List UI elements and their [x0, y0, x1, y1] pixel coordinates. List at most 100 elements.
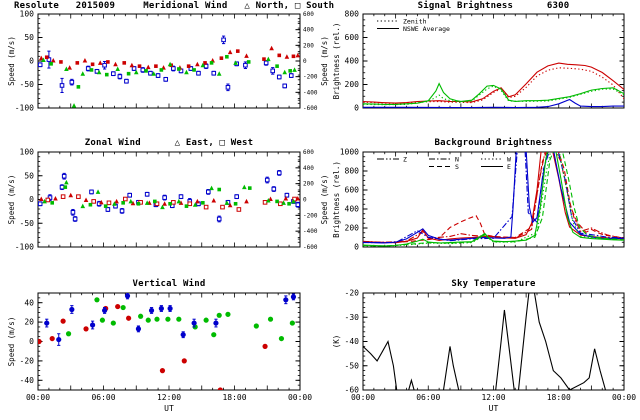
panel-3: 1000 800 600 400 200 0 Brightness (rel.) Z NS WE — [332, 148, 625, 252]
y2-tick-label: 0 — [303, 197, 307, 204]
plot-frame — [37, 13, 301, 109]
series-meridional-green-north — [41, 56, 297, 108]
series-signal-red-average — [363, 62, 624, 104]
y-tick-label: 600 — [345, 186, 360, 195]
y-tick-label: -40 — [20, 376, 35, 385]
y-tick-label: 20 — [24, 318, 34, 327]
panel-title-vertical-wind: Vertical Wind — [132, 279, 206, 289]
x-tick-label: 12:00 — [481, 393, 505, 402]
y2-tick-label: -600 — [303, 244, 318, 251]
y2-tick-label: 600 — [303, 11, 314, 18]
y-tick-label: 400 — [345, 57, 360, 66]
y2-tick-label: 200 — [303, 42, 314, 49]
y-tick-label: 600 — [345, 33, 360, 42]
y-tick-label: 0 — [354, 243, 359, 252]
series-meridional-blue — [38, 35, 294, 93]
panel-title-sky-temperature: Sky Temperature — [451, 279, 536, 289]
plot-frame — [362, 292, 625, 391]
y-tick-label: 800 — [345, 167, 360, 176]
legend-label: N — [455, 156, 459, 164]
legend-label: Z — [403, 156, 407, 164]
x-tick-label: 00:00 — [612, 393, 636, 402]
y2-tick-label: 400 — [303, 27, 314, 34]
plot-frame — [37, 151, 301, 248]
y2-tick-label: 400 — [303, 165, 314, 172]
panel-title-zonal-wind: Zonal Wind △ East, □ West — [84, 138, 254, 148]
y2-tick-label: -200 — [303, 212, 318, 219]
y-tick-label: -40 — [345, 337, 360, 346]
panel-1: 800 600 400 200 0 Brightness (rel.) ZenithNSWE… — [332, 10, 625, 113]
y-tick-label: -60 — [345, 386, 360, 395]
y-tick-label: 0 — [29, 195, 34, 204]
y-axis-label: Speed (m/s) — [7, 175, 16, 225]
y-tick-label: 50 — [24, 171, 34, 180]
x-tick-label: 18:00 — [547, 393, 571, 402]
series-bg-green-S — [363, 152, 624, 247]
series-meridional-red-north — [38, 45, 300, 70]
y-tick-label: 0 — [354, 104, 359, 113]
y-tick-label: -50 — [20, 80, 35, 89]
y2-tick-label: -600 — [303, 105, 318, 112]
x-tick-label: 12:00 — [157, 393, 181, 402]
panel-4: 40 20 0 -20 -40 00:00 06:00 12:00 18:00 00:00 UT Sp… — [7, 292, 312, 413]
x-tick-label: 00:00 — [26, 393, 50, 402]
panel-title-signal-brightness: Signal Brightness 6300 — [417, 1, 570, 11]
x-tick-label: 00:00 — [288, 393, 312, 402]
panel-2: 100 50 0 -50 -100 600 400 200 0 -200 -400 -600 Speed… — [7, 148, 329, 252]
series-zonal-green-west — [50, 185, 291, 208]
series-bg-blue-N — [363, 152, 624, 244]
y-tick-label: -50 — [345, 361, 360, 370]
series-meridional-green-south — [49, 54, 292, 89]
y-tick-label: 0 — [29, 57, 34, 66]
legend-label: E — [507, 163, 511, 171]
series-zonal-red-east — [38, 192, 300, 208]
series-zonal-green-east — [42, 179, 296, 210]
panel-title-meridional-wind: Resolute 2015009 Meridional Wind △ North… — [14, 1, 335, 11]
legend-label: W — [507, 156, 511, 164]
y-tick-label: -20 — [345, 289, 360, 298]
y-tick-label: 800 — [345, 10, 360, 19]
y-tick-label: 40 — [24, 298, 34, 307]
y-axis-label: Speed (m/s) — [7, 317, 16, 367]
y-tick-label: -100 — [15, 104, 34, 113]
series-vertical-green — [65, 297, 295, 342]
y2-axis-label: Speed (m/s) — [320, 36, 329, 86]
y2-tick-label: 200 — [303, 181, 314, 188]
panel-0: 100 50 0 -50 -100 600 400 200 0 -200 -400 -600 Speed… — [7, 10, 329, 113]
y-tick-label: 400 — [345, 205, 360, 214]
series-vertical-blue — [44, 293, 297, 346]
series-signal-red-zenith — [363, 67, 624, 104]
y2-tick-label: 600 — [303, 149, 314, 156]
y2-tick-label: -400 — [303, 228, 318, 235]
y-axis-label: Brightness (rel.) — [332, 161, 341, 238]
y-tick-label: 1000 — [340, 148, 359, 157]
y-tick-label: -20 — [20, 357, 35, 366]
x-tick-label: 18:00 — [222, 393, 246, 402]
x-tick-label: 00:00 — [351, 393, 375, 402]
y2-tick-label: -400 — [303, 89, 318, 96]
legend-label: Zenith — [403, 18, 427, 26]
legend-label: NSWE Average — [403, 25, 450, 33]
y-tick-label: -100 — [15, 243, 34, 252]
legend-label: S — [455, 163, 459, 171]
y-tick-label: 100 — [20, 10, 35, 19]
y2-tick-label: -200 — [303, 74, 318, 81]
x-axis-label: UT — [489, 404, 499, 413]
legend: Z NS WE — [377, 156, 511, 171]
series-signal-green-average — [363, 82, 624, 105]
y-tick-label: -50 — [20, 219, 35, 228]
panel-title-background-brightness: Background Brightness — [434, 138, 553, 148]
y-tick-label: 50 — [24, 33, 34, 42]
y-axis-label: Brightness (rel.) — [332, 23, 341, 100]
x-tick-label: 06:00 — [91, 393, 115, 402]
series-vertical-red — [38, 303, 268, 390]
y-tick-label: 200 — [345, 224, 360, 233]
x-axis-label: UT — [164, 404, 174, 413]
series-signal-blue-average — [363, 98, 624, 108]
y-axis-label: (K) — [332, 335, 341, 349]
y-tick-label: 200 — [345, 80, 360, 89]
y-tick-label: 100 — [20, 148, 35, 157]
